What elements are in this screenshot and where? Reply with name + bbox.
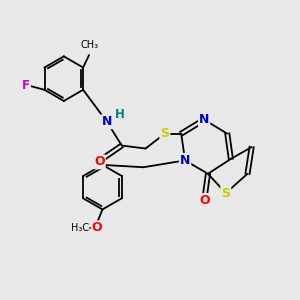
Text: O: O <box>200 194 210 207</box>
Text: H: H <box>114 108 124 121</box>
Text: N: N <box>180 154 190 167</box>
Text: S: S <box>221 187 230 200</box>
Text: H₃C: H₃C <box>71 223 89 233</box>
Text: CH₃: CH₃ <box>81 40 99 50</box>
Text: N: N <box>199 113 209 126</box>
Text: F: F <box>22 79 30 92</box>
Text: S: S <box>160 127 169 140</box>
Text: N: N <box>102 115 112 128</box>
Text: O: O <box>94 155 105 168</box>
Text: O: O <box>92 221 102 234</box>
